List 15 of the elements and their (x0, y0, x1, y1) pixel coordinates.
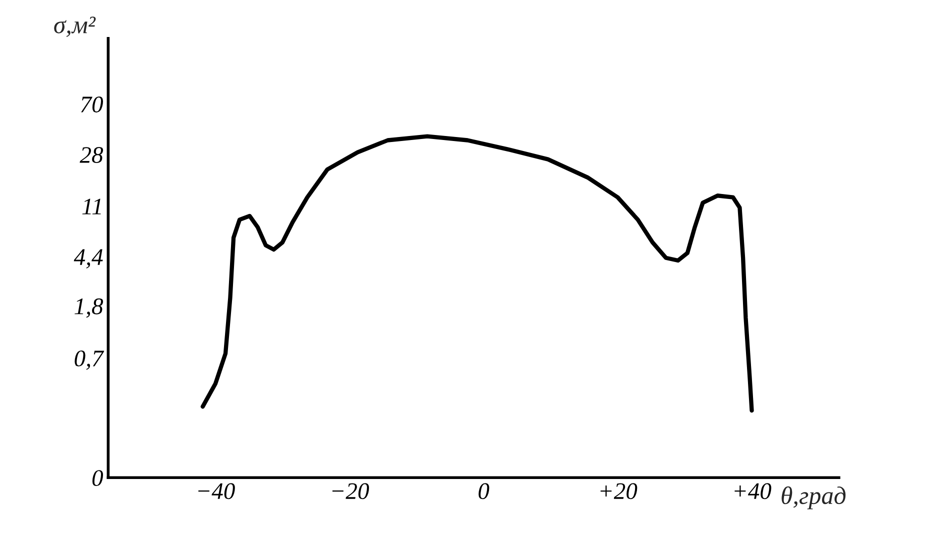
y-axis-title: σ,м² (54, 16, 96, 37)
x-tick-label: 0 (478, 483, 490, 500)
y-tick-label: 0 (92, 470, 104, 486)
y-tick-label: 28 (80, 147, 104, 163)
y-tick-label: 4,4 (74, 249, 103, 268)
y-tick-label: 11 (82, 198, 101, 214)
x-tick-label: +20 (600, 483, 638, 500)
x-tick-label: −40 (198, 483, 235, 500)
x-axis-title: θ,град (782, 486, 846, 510)
y-tick-label: 70 (81, 96, 104, 112)
line-series (200, 134, 754, 413)
y-tick-label: 0,7 (74, 350, 104, 370)
x-tick-label: +40 (734, 483, 772, 500)
x-tick-label: −20 (332, 483, 369, 500)
y-tick-label: 1,8 (74, 298, 104, 318)
